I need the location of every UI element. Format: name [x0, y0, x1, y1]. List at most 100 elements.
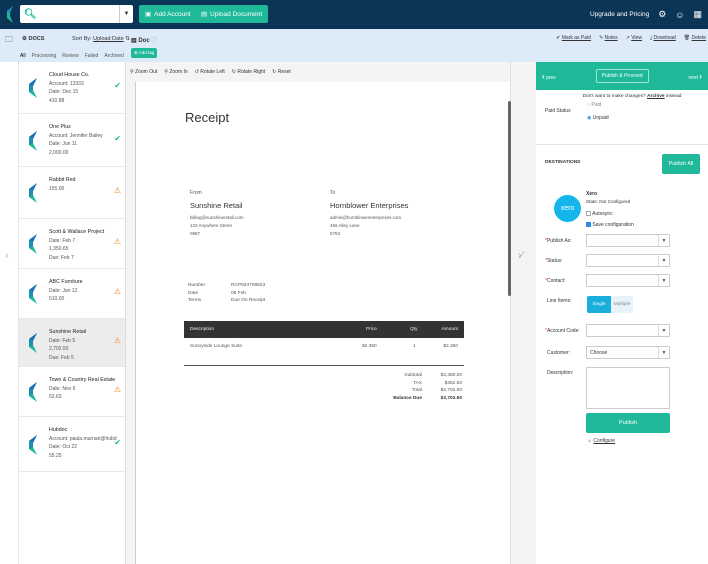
save-config-checkbox[interactable]: Save configuration [586, 222, 634, 228]
upgrade-pricing-link[interactable]: Upgrade and Pricing [589, 11, 650, 18]
reset-button[interactable]: ↻ Reset [272, 69, 291, 75]
viewer-toolbar: ⚲ Zoom Out ⚲ Zoom In ↺ Rotate Left ↻ Rot… [130, 69, 291, 75]
prev-button[interactable]: ‹ prev [542, 71, 556, 81]
status-label: *Status: [545, 258, 563, 264]
search-box[interactable]: 🔍︎ ▼ [20, 5, 133, 23]
document-list-item[interactable]: Cloud House Co. Account: 13333 Date: Dec 1… [19, 62, 125, 114]
add-account-button[interactable]: ▣ Add Account [139, 5, 197, 23]
top-bar: 🔍︎ ▼ ▣ Add Account ▤ Upload Document Upgra… [0, 0, 708, 29]
rotate-right-button[interactable]: ↻ Rotate Right [231, 69, 266, 75]
single-option[interactable]: Single [587, 296, 611, 313]
unpaid-radio[interactable]: ◉ Unpaid [587, 115, 609, 121]
document-title: ABC Furniture [49, 279, 83, 285]
chevron-down-icon: ▼ [658, 347, 669, 358]
document-type-icon [29, 78, 37, 98]
delete-button[interactable]: 🗑︎ Delete [683, 35, 706, 41]
document-detail: Account: paula.murnan@hubd [49, 435, 117, 442]
panel-divider[interactable]: ›∕ [508, 62, 536, 564]
add-tag-button[interactable]: ⊕ Add tag [131, 48, 158, 58]
info-icon[interactable]: ⓘ [151, 38, 158, 44]
contact-select[interactable]: ▼ [586, 274, 670, 287]
radio-empty-icon[interactable]: ○ [587, 102, 591, 108]
gift-icon[interactable]: ▦ [693, 9, 702, 19]
document-type-icon [29, 333, 37, 353]
from-address: billing@sunshineretail.com 123 Anywhere S… [190, 215, 244, 236]
document-list: Cloud House Co. Account: 13333 Date: Dec 1… [19, 62, 126, 564]
app-logo-icon[interactable] [5, 6, 15, 23]
search-input[interactable] [38, 11, 119, 17]
customer-select[interactable]: Choose ▼ [586, 346, 670, 359]
document-list-item[interactable]: Hubdoc Account: paula.murnan@hubd Date: Oc… [19, 417, 125, 472]
document-list-item[interactable]: One Plus Account: Jennifer Bailey Date: Ju… [19, 114, 125, 167]
document-detail: Date: Feb 7 [49, 237, 76, 244]
account-code-select[interactable]: ▼ [586, 324, 670, 337]
publish-all-button[interactable]: Publish All [662, 154, 700, 174]
folder-icon[interactable]: 🗀︎ [5, 35, 13, 44]
download-button[interactable]: ⤓ Download [649, 35, 676, 41]
collapse-chevron-icon[interactable]: ›∕ [518, 250, 523, 261]
mark-paid-button[interactable]: ✔ Mark as Paid [556, 35, 591, 41]
document-detail: Date: Jun 11 [49, 141, 77, 147]
document-list-item[interactable]: Scott & Wallace Project Date: Feb 7 1,350.… [19, 219, 125, 269]
zoom-in-button[interactable]: ⚲ Zoom In [164, 69, 188, 75]
archive-hint: Don't want to make changes? Archive inst… [582, 94, 682, 99]
radio-selected-icon[interactable]: ◉ [587, 115, 592, 121]
viewer-scrollbar[interactable] [508, 101, 511, 296]
document-list-item[interactable]: Rabbit Red 155.00 ⚠ [19, 167, 125, 219]
status-select[interactable]: ▼ [586, 254, 670, 267]
expand-chevron-icon[interactable]: › [5, 250, 9, 262]
autosync-checkbox[interactable]: Autosync [586, 211, 613, 217]
tab-archived[interactable]: Archived [104, 53, 124, 59]
account-code-label: *Account Code: [545, 328, 580, 334]
checkbox-checked-icon[interactable] [586, 222, 591, 228]
tab-failed[interactable]: Failed [84, 53, 99, 59]
document-detail: Date: Dec 15 [49, 89, 79, 95]
briefcase-icon: ▣ [145, 11, 152, 18]
document-detail: Account: 13333 [49, 80, 84, 87]
document-detail: 410.88 [49, 97, 65, 104]
document-detail: Account: Jennifer Bailey [49, 132, 103, 139]
warning-icon: ⚠ [113, 186, 121, 195]
notes-button[interactable]: ✎ Notes [598, 35, 618, 41]
document-viewer: ⚲ Zoom Out ⚲ Zoom In ↺ Rotate Left ↻ Rot… [126, 62, 512, 564]
paid-radio[interactable]: ○ Paid [587, 102, 602, 108]
checkbox-empty-icon[interactable] [586, 211, 591, 217]
contact-label: *Contact: [545, 278, 566, 284]
from-label: From [190, 190, 202, 196]
gear-icon[interactable]: ⚙ [22, 36, 27, 42]
description-textarea[interactable] [586, 367, 670, 409]
upload-document-button[interactable]: ▤ Upload Document [195, 5, 269, 23]
tab-processing[interactable]: Processing [31, 53, 57, 59]
document-title: Sunshine Retail [49, 329, 87, 335]
doc-heading: ▤ Doc ⓘ [131, 38, 158, 44]
publish-button[interactable]: Publish [586, 413, 670, 433]
next-button[interactable]: next › [688, 71, 702, 81]
user-icon[interactable]: ☺ [675, 9, 685, 20]
document-list-item[interactable]: ABC Furniture Date: Jan 12 510.00 ⚠ [19, 269, 125, 319]
multiple-option[interactable]: Multiple [611, 296, 633, 313]
from-name: Sunshine Retail [190, 201, 243, 210]
paid-status-label: Paid Status [545, 108, 571, 114]
document-list-item[interactable]: Sunshine Retail Date: Feb 5 2,702.50 Due: F… [19, 319, 125, 367]
to-address: admin@hornblowerenterprises.com 456 Alley… [330, 215, 402, 236]
search-dropdown-button[interactable]: ▼ [119, 5, 133, 23]
configure-link[interactable]: ▲ Configure [587, 438, 616, 444]
xero-logo: xero [554, 195, 581, 222]
archive-link[interactable]: Archive [646, 94, 665, 99]
sort-control[interactable]: Sort By: Upload Date ⇅ [72, 36, 130, 42]
document-list-item[interactable]: Town & Country Real Estate Date: Nov 6 53.… [19, 367, 125, 417]
divider [536, 144, 708, 145]
publish-as-select[interactable]: ▼ [586, 234, 670, 247]
chevron-down-icon: ▼ [658, 275, 669, 286]
document-type-icon [29, 435, 37, 455]
view-button[interactable]: ↗ View [625, 35, 642, 41]
tab-all[interactable]: All [20, 53, 26, 59]
tab-review[interactable]: Review [62, 53, 79, 59]
document-detail: 53.63 [49, 394, 62, 400]
publish-proceed-button[interactable]: Publish & Proceed [595, 69, 649, 83]
zoom-out-button[interactable]: ⚲ Zoom Out [130, 69, 158, 75]
sort-icon[interactable]: ⇅ [125, 36, 130, 42]
check-icon: ✔ [114, 134, 121, 143]
gear-icon[interactable]: ⚙ [658, 9, 667, 19]
rotate-left-button[interactable]: ↺ Rotate Left [194, 69, 225, 75]
